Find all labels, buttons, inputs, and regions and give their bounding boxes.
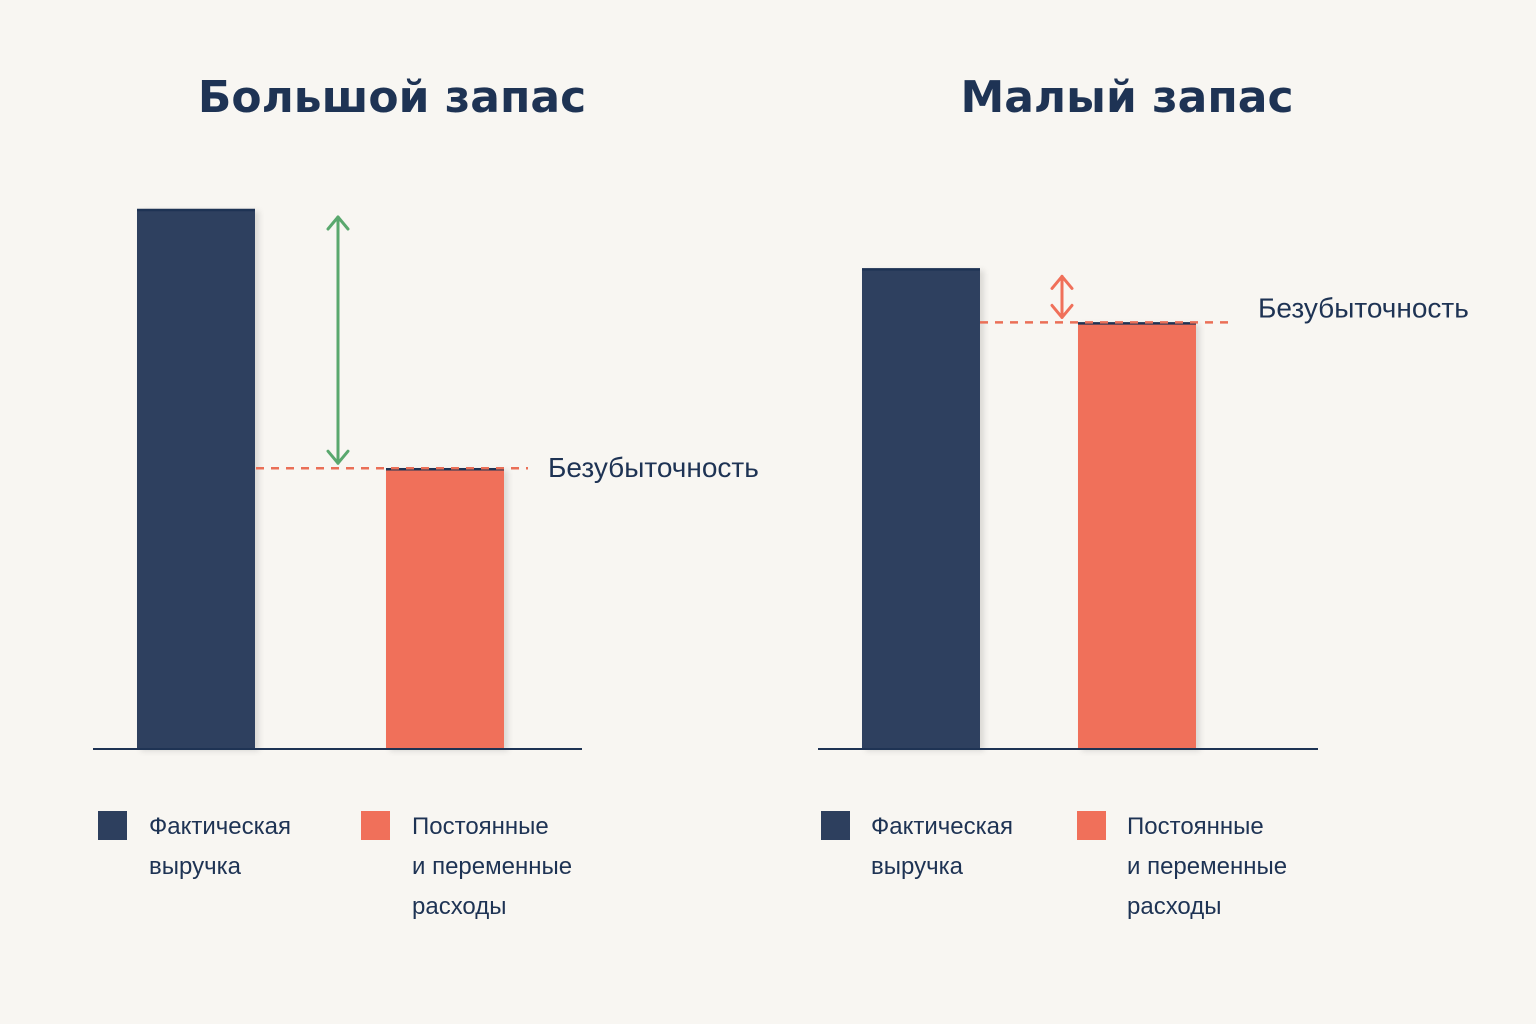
margin-arrow: [326, 215, 350, 465]
margin-arrow-head-up: [326, 215, 350, 231]
legend-swatch-costs: [361, 811, 390, 840]
legend-label: выручка: [871, 853, 964, 880]
legend-swatch-revenue: [821, 811, 850, 840]
bar-costs: [386, 468, 504, 749]
breakeven-label: Безубыточность: [1258, 292, 1469, 323]
legend-label: расходы: [412, 893, 507, 920]
breakeven-label: Безубыточность: [548, 452, 759, 483]
legend-swatch-revenue: [98, 811, 127, 840]
legend-label: Постоянные: [1127, 813, 1264, 840]
legend-label: расходы: [1127, 893, 1222, 920]
legend-label: Фактическая: [149, 813, 291, 840]
margin-arrow-head-up: [1050, 274, 1074, 290]
legend-item: Фактическая выручка: [821, 811, 1013, 880]
chart-title: Большой запас: [198, 72, 586, 123]
legend-label: Постоянные: [412, 813, 549, 840]
legend-swatch-costs: [1077, 811, 1106, 840]
margin-arrow-head-down: [1050, 303, 1074, 319]
legend-item: Постоянные и переменные расходы: [361, 811, 572, 920]
margin-arrow-head-down: [326, 449, 350, 465]
bar-costs: [1078, 322, 1196, 749]
margin-arrow: [1050, 274, 1074, 319]
bar-revenue: [862, 268, 980, 749]
legend-label: Фактическая: [871, 813, 1013, 840]
legend-label: и переменные: [1127, 853, 1287, 880]
chart-title: Малый запас: [960, 72, 1293, 123]
bar-revenue: [137, 209, 255, 749]
chart-2: Малый запас Безубыточность Фактическая выру…: [818, 72, 1469, 920]
legend-item: Фактическая выручка: [98, 811, 291, 880]
chart-1: Большой запас Безубыточность Фактическая вы…: [93, 72, 759, 920]
legend-label: и переменные: [412, 853, 572, 880]
legend-item: Постоянные и переменные расходы: [1077, 811, 1287, 920]
legend-label: выручка: [149, 853, 242, 880]
